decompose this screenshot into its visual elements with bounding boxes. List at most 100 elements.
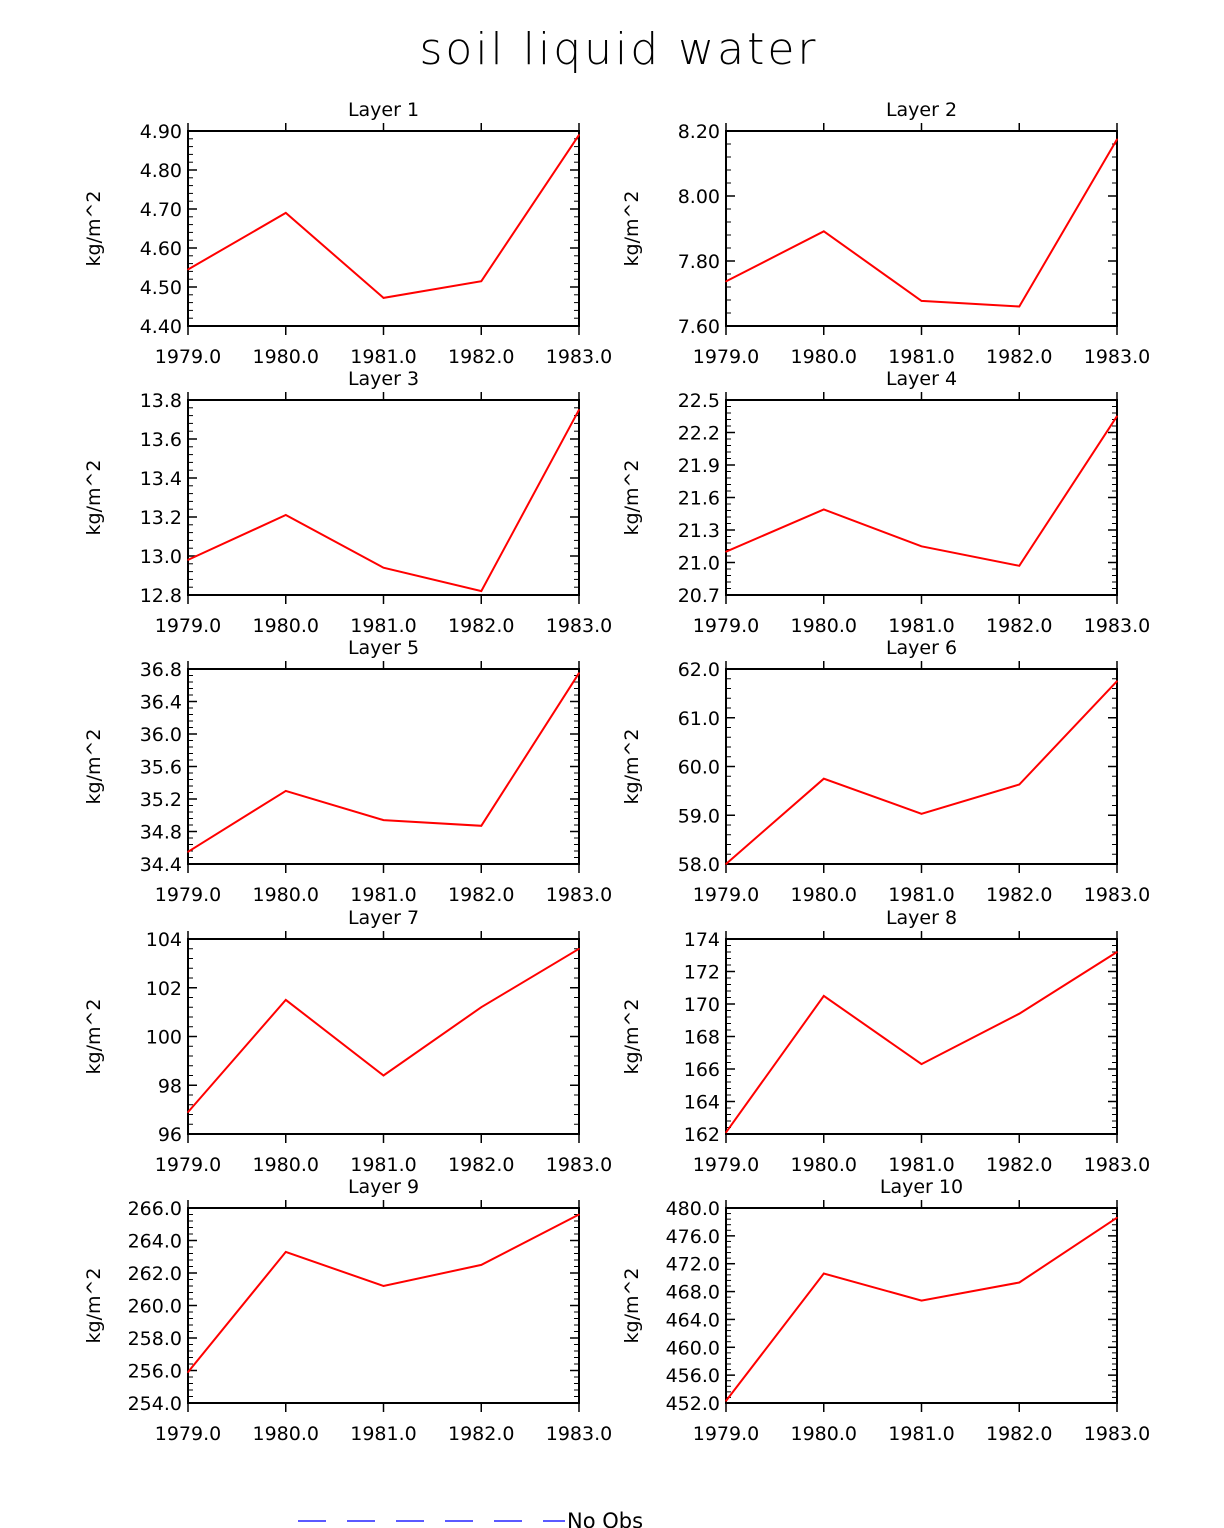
x-tick-label: 1980.0 [791, 615, 857, 637]
data-point [920, 812, 923, 815]
y-axis-label: kg/m^2 [621, 460, 643, 536]
x-tick-label: 1981.0 [350, 884, 416, 906]
series-line-1 [187, 134, 580, 299]
x-tick-label: 1979.0 [693, 1154, 759, 1176]
x-tick-label: 1979.0 [693, 884, 759, 906]
data-point [578, 1213, 580, 1216]
plot-frame [187, 399, 580, 596]
x-tick-label: 1981.0 [888, 1423, 954, 1445]
data-point [920, 1299, 923, 1302]
data-point [284, 514, 287, 516]
panel-title: Layer 3 [348, 368, 419, 390]
y-tick-label: 8.20 [678, 121, 720, 143]
y-tick-label: 22.2 [678, 423, 720, 445]
y-tick-label: 164 [684, 1092, 720, 1114]
x-tick-label: 1979.0 [155, 1154, 221, 1176]
y-tick-label: 98 [158, 1075, 182, 1097]
y-tick-label: 59.0 [678, 805, 720, 827]
series-line-1 [725, 415, 1118, 567]
data-point [480, 590, 483, 592]
data-point [1116, 951, 1118, 953]
y-tick-label: 22.5 [678, 390, 720, 412]
data-point [284, 790, 287, 792]
y-axis-label: kg/m^2 [83, 729, 105, 805]
y-tick-label: 13.8 [140, 390, 182, 412]
y-tick-label: 102 [146, 978, 182, 1000]
y-axis-label: kg/m^2 [621, 1268, 643, 1344]
data-point [480, 825, 483, 827]
panel-title: Layer 4 [886, 368, 957, 390]
data-point [1018, 305, 1021, 308]
data-point [1116, 138, 1118, 141]
plot-frame [187, 1207, 580, 1404]
y-tick-label: 35.2 [140, 789, 182, 811]
series-line-1 [187, 409, 580, 593]
x-tick-label: 1980.0 [253, 615, 319, 637]
x-tick-label: 1981.0 [350, 346, 416, 368]
x-tick-label: 1981.0 [888, 884, 954, 906]
y-axis-label: kg/m^2 [83, 460, 105, 536]
data-point [1018, 783, 1021, 786]
y-tick-label: 4.80 [140, 160, 182, 182]
x-tick-label: 1979.0 [693, 1423, 759, 1445]
x-tick-label: 1983.0 [1084, 1423, 1150, 1445]
y-tick-label: 58.0 [678, 854, 720, 876]
y-tick-label: 472.0 [666, 1254, 720, 1276]
data-point [382, 566, 385, 569]
y-tick-label: 21.9 [678, 455, 720, 477]
panel-title: Layer 5 [348, 637, 419, 659]
panel-layer-3: Layer 3 kg/m^2 12.8 13.0 13.2 13.4 13.6 13.8 197… [83, 368, 612, 637]
data-point [725, 1131, 727, 1134]
panel-layer-4: Layer 4 kg/m^2 20.7 21.0 21.3 21.6 21.9 22.2 22.… [621, 368, 1150, 637]
series-line-1 [187, 672, 580, 853]
data-point [822, 508, 825, 511]
plot-frame [725, 399, 1118, 596]
series-line-1 [187, 1213, 580, 1373]
data-point [1116, 680, 1118, 682]
data-point [1018, 564, 1021, 567]
data-point [1116, 415, 1118, 418]
y-tick-label: 264.0 [128, 1231, 182, 1253]
x-tick-label: 1980.0 [253, 346, 319, 368]
plot-frame [187, 938, 580, 1135]
y-tick-label: 13.2 [140, 507, 182, 529]
data-point [920, 300, 923, 302]
panel-layer-8: Layer 8 kg/m^2 162 164 166 168 170 172 174 1979.0… [621, 907, 1150, 1176]
y-tick-label: 456.0 [666, 1365, 720, 1387]
x-tick-label: 1983.0 [1084, 884, 1150, 906]
data-point [382, 1074, 385, 1077]
y-axis-label: kg/m^2 [83, 999, 105, 1075]
panel-layer-6: Layer 6 kg/m^2 58.0 59.0 60.0 61.0 62.0 1979.0 1… [621, 637, 1150, 906]
x-tick-label: 1981.0 [888, 1154, 954, 1176]
data-point [725, 863, 727, 865]
series-line-1 [725, 951, 1118, 1133]
y-tick-label: 12.8 [140, 585, 182, 607]
x-tick-label: 1982.0 [986, 884, 1052, 906]
data-point [725, 1400, 727, 1402]
x-tick-label: 1983.0 [1084, 615, 1150, 637]
x-tick-label: 1980.0 [253, 1154, 319, 1176]
series-line-1 [725, 680, 1118, 865]
data-point [1116, 1216, 1118, 1219]
x-tick-label: 1983.0 [1084, 346, 1150, 368]
data-point [822, 1272, 825, 1275]
x-tick-label: 1979.0 [155, 884, 221, 906]
x-tick-label: 1980.0 [791, 1423, 857, 1445]
plot-frame [725, 668, 1118, 865]
y-tick-label: 4.70 [140, 199, 182, 221]
y-axis-label: kg/m^2 [621, 729, 643, 805]
y-tick-label: 35.6 [140, 757, 182, 779]
series-line-1 [187, 947, 580, 1113]
data-point [480, 1264, 483, 1266]
figure-title: soil liquid water [419, 24, 818, 75]
data-point [284, 212, 287, 214]
y-tick-label: 60.0 [678, 757, 720, 779]
data-point [822, 230, 825, 233]
x-tick-label: 1980.0 [791, 1154, 857, 1176]
y-tick-label: 13.4 [140, 468, 182, 490]
x-tick-label: 1983.0 [546, 884, 612, 906]
y-axis-label: kg/m^2 [83, 1268, 105, 1344]
data-point [725, 280, 727, 283]
y-tick-label: 476.0 [666, 1226, 720, 1248]
panel-title: Layer 2 [886, 99, 957, 121]
